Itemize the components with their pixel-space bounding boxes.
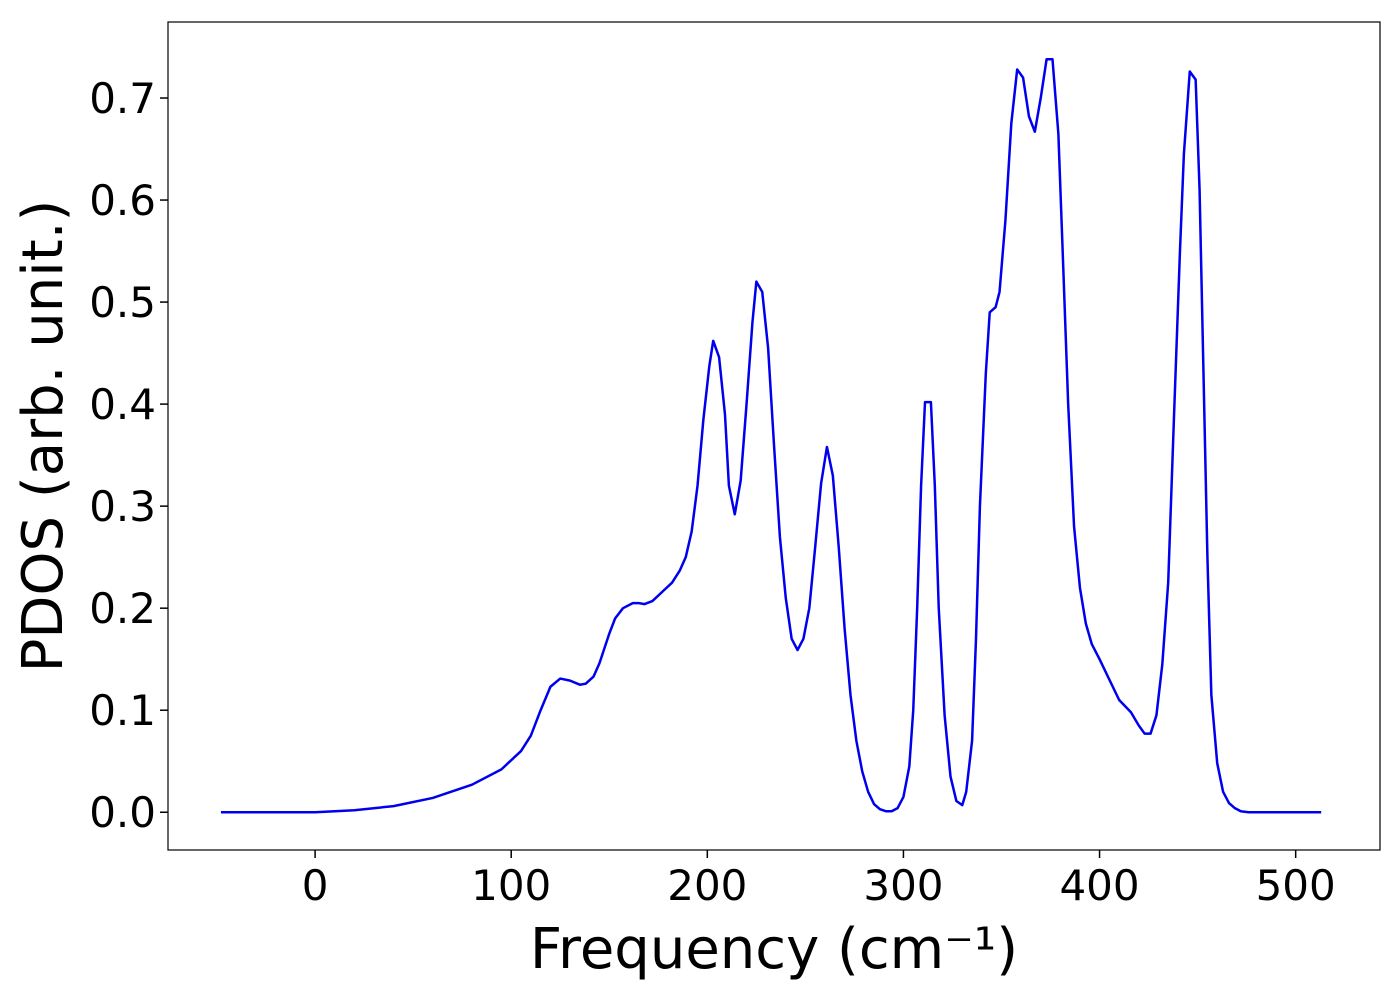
y-tick-label: 0.4: [89, 380, 156, 429]
x-axis-label: Frequency (cm⁻¹): [530, 917, 1018, 982]
x-tick-label: 100: [471, 861, 551, 910]
y-tick-label: 0.6: [89, 176, 156, 225]
x-tick-label: 300: [863, 861, 943, 910]
x-tick-label: 500: [1256, 861, 1336, 910]
y-tick-label: 0.2: [89, 584, 156, 633]
y-tick-label: 0.3: [89, 482, 156, 531]
x-tick-label: 0: [302, 861, 329, 910]
y-tick-label: 0.0: [89, 788, 156, 837]
data-line: [220, 57, 1322, 814]
y-tick-label: 0.5: [89, 278, 156, 327]
y-tick-label: 0.7: [89, 74, 156, 123]
x-tick-label: 400: [1059, 861, 1139, 910]
y-tick-label: 0.1: [89, 686, 156, 735]
y-axis-label: PDOS (arb. unit.): [11, 200, 76, 673]
plot-frame: [167, 21, 1381, 851]
x-tick-label: 200: [667, 861, 747, 910]
